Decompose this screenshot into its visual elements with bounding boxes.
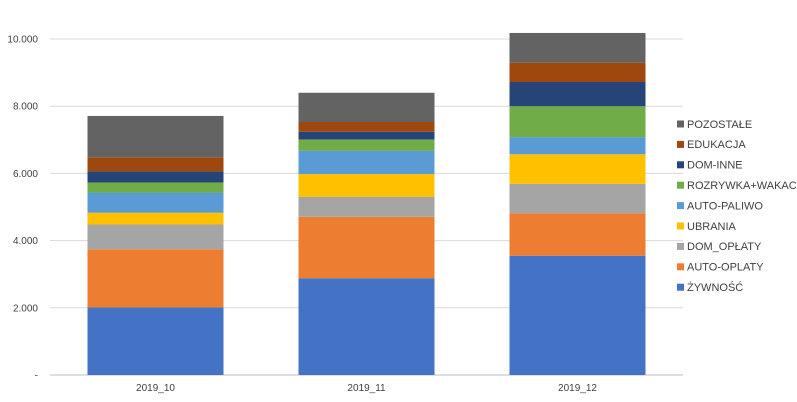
legend-label: AUTO-PALIWO [687,200,763,212]
bar-segment [87,182,224,193]
bar-segment [87,157,224,172]
y-tick-label: 2.000 [13,303,38,314]
y-tick-label: 6.000 [13,169,38,180]
bar-segment [87,115,224,158]
bars [87,32,646,375]
bar-segment [87,171,224,183]
bar-segment [298,216,435,279]
legend-swatch [677,283,684,291]
legend-label: DOM-INNE [687,160,743,172]
bar-segment [298,92,435,122]
legend-label: UBRANIA [687,221,737,233]
bar-segment [87,249,224,308]
y-tick-label: 4.000 [13,236,38,247]
bar-segment [87,224,224,250]
legend: POZOSTAŁE EDUKACJA DOM-INNE ROZRYWKA+WAKACJ… [677,119,797,294]
bar-segment [509,82,646,107]
bar-segment [87,307,224,375]
legend-swatch [677,120,684,128]
x-tick-label: 2019_12 [558,383,597,394]
y-tick-label: - [35,371,38,382]
legend-label: EDUKACJA [687,139,746,151]
y-tick-label: 10.000 [7,35,38,46]
bar-segment [509,213,646,256]
bar-segment [298,139,435,151]
bar-segment [509,154,646,184]
legend-label: DOM_OPŁATY [687,241,762,253]
legend-swatch [677,140,684,148]
bar-segment [298,174,435,197]
bar-segment [509,137,646,155]
legend-label: ŻYWNOŚĆ [687,281,743,294]
bar-segment [509,62,646,83]
bar-segment [298,150,435,175]
bar-segment [298,131,435,140]
legend-swatch [677,263,684,271]
x-tick-label: 2019_10 [136,383,175,394]
bar-segment [509,183,646,214]
y-tick-label: 8.000 [13,102,38,113]
x-tick-label: 2019_11 [347,383,386,394]
bar-segment [509,32,646,63]
legend-swatch [677,222,684,230]
bar-segment [87,192,224,213]
bar-segment [298,278,435,375]
bar-segment [87,212,224,225]
legend-label: POZOSTAŁE [687,119,752,131]
bar-segment [509,255,646,375]
x-axis-labels: 2019_10 2019_11 2019_12 [136,383,597,394]
y-axis-labels: - 2.000 4.000 6.000 8.000 10.000 [7,35,38,382]
legend-swatch [677,181,684,189]
legend-swatch [677,161,684,169]
bar-segment [298,196,435,217]
legend-swatch [677,202,684,210]
bar-segment [298,121,435,132]
bar-segment [509,106,646,138]
legend-swatch [677,242,684,250]
legend-label: ROZRYWKA+WAKACJE [687,180,797,192]
legend-label: AUTO-OPLATY [687,262,764,274]
